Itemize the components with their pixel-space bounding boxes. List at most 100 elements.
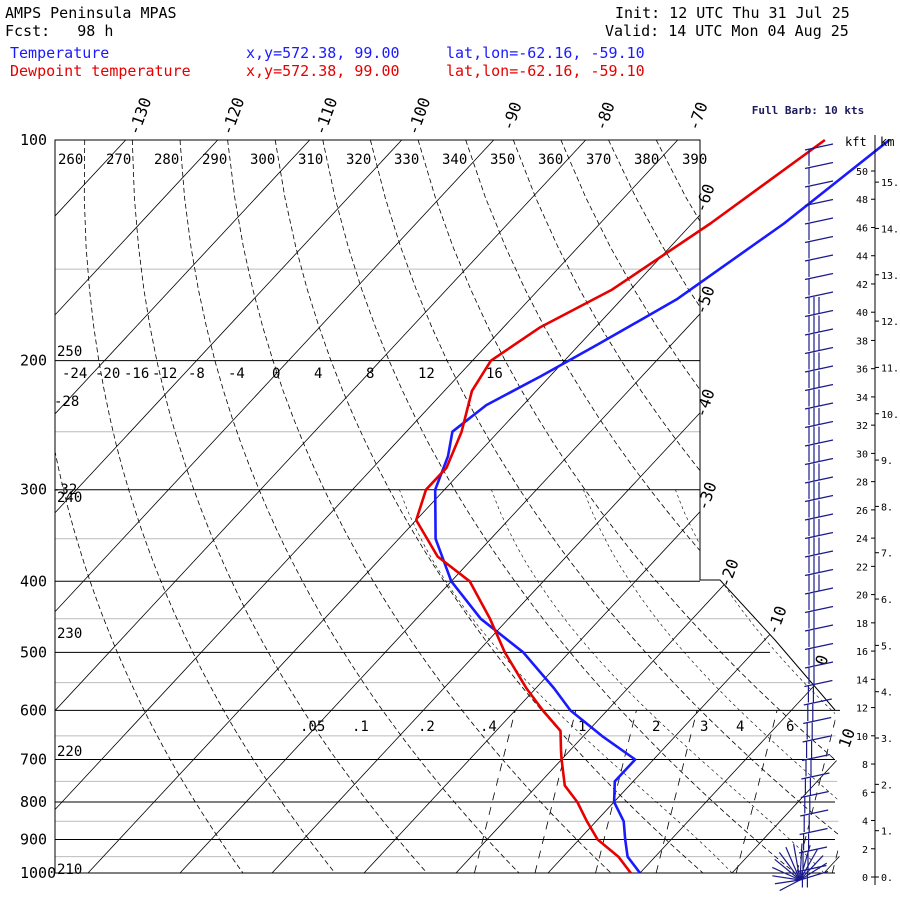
kft-tick-label: 8 — [862, 760, 868, 771]
mixing-ratio-line — [595, 710, 637, 873]
theta-label: 330 — [394, 152, 419, 168]
kft-tick-label: 26 — [856, 506, 868, 517]
valid-time: Valid: 14 UTC Mon 04 Aug 25 — [605, 22, 849, 40]
km-tick-label: 4. — [881, 688, 893, 699]
kft-tick-label: 16 — [856, 647, 868, 658]
wind-barb — [800, 809, 829, 817]
wind-barb-surface — [785, 846, 801, 881]
wind-barb — [801, 772, 830, 780]
dry-adiabat — [179, 140, 520, 873]
wind-barb — [804, 420, 834, 429]
top-temperature-tick: -80 — [591, 99, 619, 133]
kft-tick-label: 14 — [856, 675, 868, 686]
isotherm — [271, 140, 840, 873]
theta-label: 390 — [682, 152, 707, 168]
wind-barb — [804, 383, 834, 392]
mixing-ratio-label: 2 — [652, 719, 660, 735]
dry-adiabat — [703, 140, 840, 873]
wind-barb — [802, 735, 831, 743]
wind-barb — [804, 568, 834, 577]
kft-tick-label: 12 — [856, 704, 868, 715]
probe-xy-temperature: x,y=572.38, 99.00 — [246, 44, 400, 62]
init-time: Init: 12 UTC Thu 31 Jul 25 — [615, 4, 850, 22]
wind-barb — [804, 254, 834, 262]
dry-adiabat — [370, 140, 840, 873]
side-temperature-tick: -10 — [763, 603, 791, 637]
km-tick-label: 3. — [881, 734, 893, 745]
kft-tick-label: 32 — [856, 421, 868, 432]
pressure-label: 500 — [20, 643, 47, 661]
dry-adiabat — [83, 140, 336, 873]
wind-barb — [803, 698, 832, 706]
wind-barb-surface — [778, 852, 801, 881]
theta-label: 300 — [250, 152, 275, 168]
theta-label-left: 250 — [57, 344, 82, 360]
pressure-label: 800 — [20, 793, 47, 811]
top-temperature-tick: -100 — [403, 95, 434, 138]
wind-barb — [804, 642, 834, 651]
km-tick-label: 12. — [881, 317, 899, 328]
mixing-ratio-label: 6 — [786, 719, 794, 735]
isotherm — [455, 140, 840, 873]
km-tick-label: 0. — [881, 873, 893, 884]
wind-barb-surface — [772, 866, 801, 881]
dry-adiabat — [227, 140, 612, 873]
wind-barb — [804, 605, 834, 614]
theta-label: 260 — [58, 152, 83, 168]
inner-temperature-label: -4 — [228, 366, 245, 382]
km-tick-label: 10. — [881, 410, 899, 421]
km-tick-label: 11. — [881, 363, 899, 374]
mixing-ratio-line — [655, 710, 698, 873]
pressure-label: 900 — [20, 830, 47, 848]
inner-temperature-label: -12 — [152, 366, 177, 382]
wind-barb — [804, 346, 834, 355]
kft-tick-label: 6 — [862, 788, 868, 799]
wind-barb — [804, 217, 834, 225]
isotherm — [55, 140, 494, 873]
dry-adiabat — [417, 140, 840, 873]
wind-barb-surface — [799, 862, 828, 881]
kft-tick-label: 4 — [862, 817, 868, 828]
mixing-ratio-line — [735, 710, 778, 873]
theta-label: 320 — [346, 152, 371, 168]
wind-barb-surface — [793, 843, 801, 881]
kft-tick-label: 46 — [856, 223, 868, 234]
wind-barb — [804, 457, 834, 466]
probe-latlon-temperature: lat,lon=-62.16, -59.10 — [446, 44, 645, 62]
kft-tick-label: 34 — [856, 393, 868, 404]
temperature-line — [433, 138, 891, 874]
mixing-ratio-label: .1 — [352, 719, 369, 735]
kft-tick-label: 44 — [856, 252, 868, 263]
wind-barb — [804, 309, 834, 318]
dry-adiabat — [131, 140, 428, 873]
side-temperature-tick: -20 — [715, 556, 743, 590]
moist-adiabat — [399, 489, 733, 873]
kft-tick-label: 2 — [862, 845, 868, 856]
theta-label: 270 — [106, 152, 131, 168]
wind-barb — [804, 439, 834, 447]
probe-xy-dewpoint: x,y=572.38, 99.00 — [246, 62, 400, 80]
kft-tick-label: 50 — [856, 167, 868, 178]
top-temperature-tick: -130 — [124, 95, 155, 138]
kft-tick-label: 36 — [856, 365, 868, 376]
theta-label: 380 — [634, 152, 659, 168]
side-temperature-tick: -50 — [691, 283, 719, 317]
inner-temperature-label: 16 — [486, 366, 503, 382]
top-temperature-tick: -70 — [684, 99, 712, 133]
wind-barb — [799, 827, 828, 836]
isotherm — [179, 140, 840, 873]
kft-tick-label: 24 — [856, 534, 868, 545]
theta-label: 360 — [538, 152, 563, 168]
top-temperature-tick: -120 — [217, 95, 248, 138]
mixing-ratio-line — [796, 710, 839, 873]
isotherm — [55, 140, 126, 873]
wind-barb — [804, 272, 834, 281]
kft-tick-label: 28 — [856, 478, 868, 489]
wind-barb-surface — [799, 855, 824, 881]
kft-tick-label: 38 — [856, 336, 868, 347]
kft-tick-label: 0 — [862, 873, 868, 884]
kft-tick-label: 42 — [856, 280, 868, 291]
theta-label-left: 240 — [57, 490, 82, 506]
wind-barb — [804, 161, 834, 170]
